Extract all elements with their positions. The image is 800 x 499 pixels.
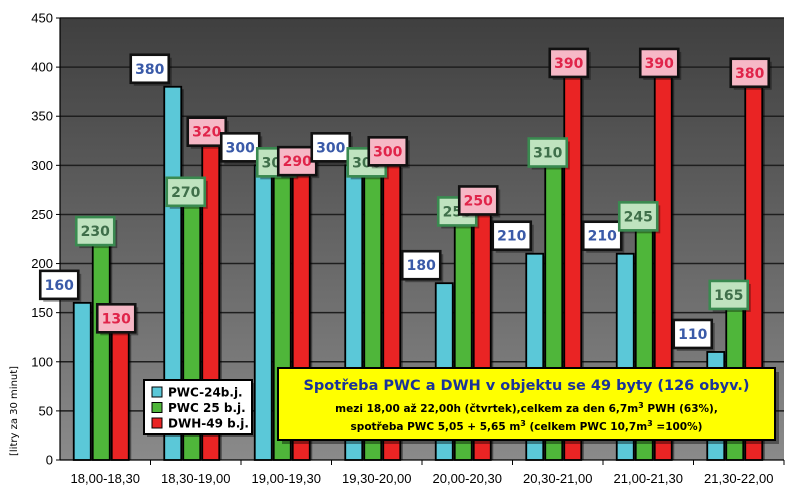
data-label-text: 210 xyxy=(588,229,617,245)
data-label-text: 245 xyxy=(624,209,653,225)
y-tick-label: 350 xyxy=(31,109,53,124)
data-label-box xyxy=(74,215,116,247)
data-label-text: 390 xyxy=(645,56,674,72)
data-label-box xyxy=(400,249,442,281)
data-label-text: 210 xyxy=(497,229,526,245)
legend-entry: DWH-49 b.j. xyxy=(168,417,249,431)
data-label: 110 xyxy=(672,318,715,351)
bar xyxy=(253,164,273,461)
data-label-text: 380 xyxy=(135,62,164,78)
data-label: 380 xyxy=(129,53,172,86)
data-label-box xyxy=(527,137,569,168)
x-tick-label: 20,00-20,30 xyxy=(433,471,502,486)
data-label-box xyxy=(95,303,137,334)
data-label: 130 xyxy=(95,303,139,336)
data-label-text: 250 xyxy=(464,193,493,209)
data-label: 310 xyxy=(527,137,570,170)
data-label-box xyxy=(708,279,750,311)
data-label: 390 xyxy=(638,47,682,80)
data-label-box xyxy=(457,185,499,216)
bar xyxy=(91,233,111,461)
data-label-text: 110 xyxy=(678,327,707,343)
data-label-text: 320 xyxy=(192,125,221,141)
data-label-text: 130 xyxy=(102,311,131,327)
data-label-text: 290 xyxy=(283,154,312,170)
x-tick-label: 21,30-22,00 xyxy=(704,471,773,486)
x-tick-label: 21,00-21,30 xyxy=(614,471,683,486)
x-tick-label: 18,00-18,30 xyxy=(71,471,140,486)
data-label-box xyxy=(672,318,714,350)
data-label-text: 230 xyxy=(81,224,110,240)
data-label-box xyxy=(617,201,659,232)
data-label-box xyxy=(219,132,261,163)
data-label-box xyxy=(581,220,623,252)
data-label-text: 380 xyxy=(735,66,764,82)
x-tick-label: 18,30-19,00 xyxy=(161,471,230,486)
data-label: 180 xyxy=(400,249,444,283)
x-tick-label: 19,30-20,00 xyxy=(342,471,411,486)
data-label: 380 xyxy=(729,57,772,90)
data-label: 300 xyxy=(367,136,410,169)
bar xyxy=(110,331,130,461)
y-tick-label: 200 xyxy=(31,256,53,271)
data-label-text: 165 xyxy=(714,288,743,304)
legend-swatch xyxy=(151,402,163,413)
y-tick-label: 400 xyxy=(31,60,53,75)
data-label: 390 xyxy=(548,47,591,80)
data-label: 250 xyxy=(457,185,501,218)
data-label-box xyxy=(129,53,171,85)
annotation-line-1: mezi 18,00 až 22,00h (čtvrtek),celkem za… xyxy=(335,401,718,415)
data-label: 165 xyxy=(708,279,751,312)
data-label-box xyxy=(165,176,207,208)
data-label-text: 180 xyxy=(407,258,436,274)
data-label: 160 xyxy=(38,269,82,302)
bar xyxy=(72,301,92,461)
legend-swatch xyxy=(151,417,163,429)
annotation-box xyxy=(277,367,776,441)
data-label-box xyxy=(638,47,680,79)
legend-entry: PWC-24b.j. xyxy=(168,386,243,400)
data-label: 245 xyxy=(617,201,661,234)
data-label: 300 xyxy=(219,132,263,165)
data-label-text: 300 xyxy=(316,140,345,156)
legend-swatch xyxy=(151,386,163,398)
data-label-box xyxy=(38,269,80,301)
y-tick-label: 50 xyxy=(39,403,53,418)
data-label: 210 xyxy=(491,220,534,253)
y-tick-label: 100 xyxy=(31,354,53,369)
data-label-text: 310 xyxy=(533,146,562,162)
data-label: 270 xyxy=(165,176,208,209)
data-label-box xyxy=(367,136,409,167)
data-label-box xyxy=(548,47,590,79)
annotation-line-2: spotřeba PWC 5,05 + 5,65 m3 (celkem PWC … xyxy=(351,419,703,433)
data-label-box xyxy=(186,116,228,147)
legend-entry: PWC 25 b.j. xyxy=(168,401,246,415)
y-tick-label: 150 xyxy=(31,305,53,320)
data-label: 230 xyxy=(74,215,118,249)
y-tick-label: 450 xyxy=(31,11,53,26)
y-tick-label: 0 xyxy=(46,453,53,468)
data-label-text: 160 xyxy=(45,278,74,294)
data-label-box xyxy=(491,220,533,252)
y-tick-label: 300 xyxy=(31,158,53,173)
y-tick-label: 250 xyxy=(31,207,53,222)
x-tick-label: 20,30-21,00 xyxy=(523,471,592,486)
x-tick-label: 19,00-19,30 xyxy=(252,471,321,486)
y-axis-label: [litry za 30 minut] xyxy=(9,366,20,456)
data-label-text: 300 xyxy=(226,140,255,156)
data-label: 210 xyxy=(581,220,625,253)
annotation-title: Spotřeba PWC a DWH v objektu se 49 byty … xyxy=(303,378,749,394)
data-label-text: 300 xyxy=(373,144,402,160)
data-label-text: 390 xyxy=(554,56,583,72)
data-label-text: 270 xyxy=(171,185,200,201)
data-label-box xyxy=(729,57,771,89)
